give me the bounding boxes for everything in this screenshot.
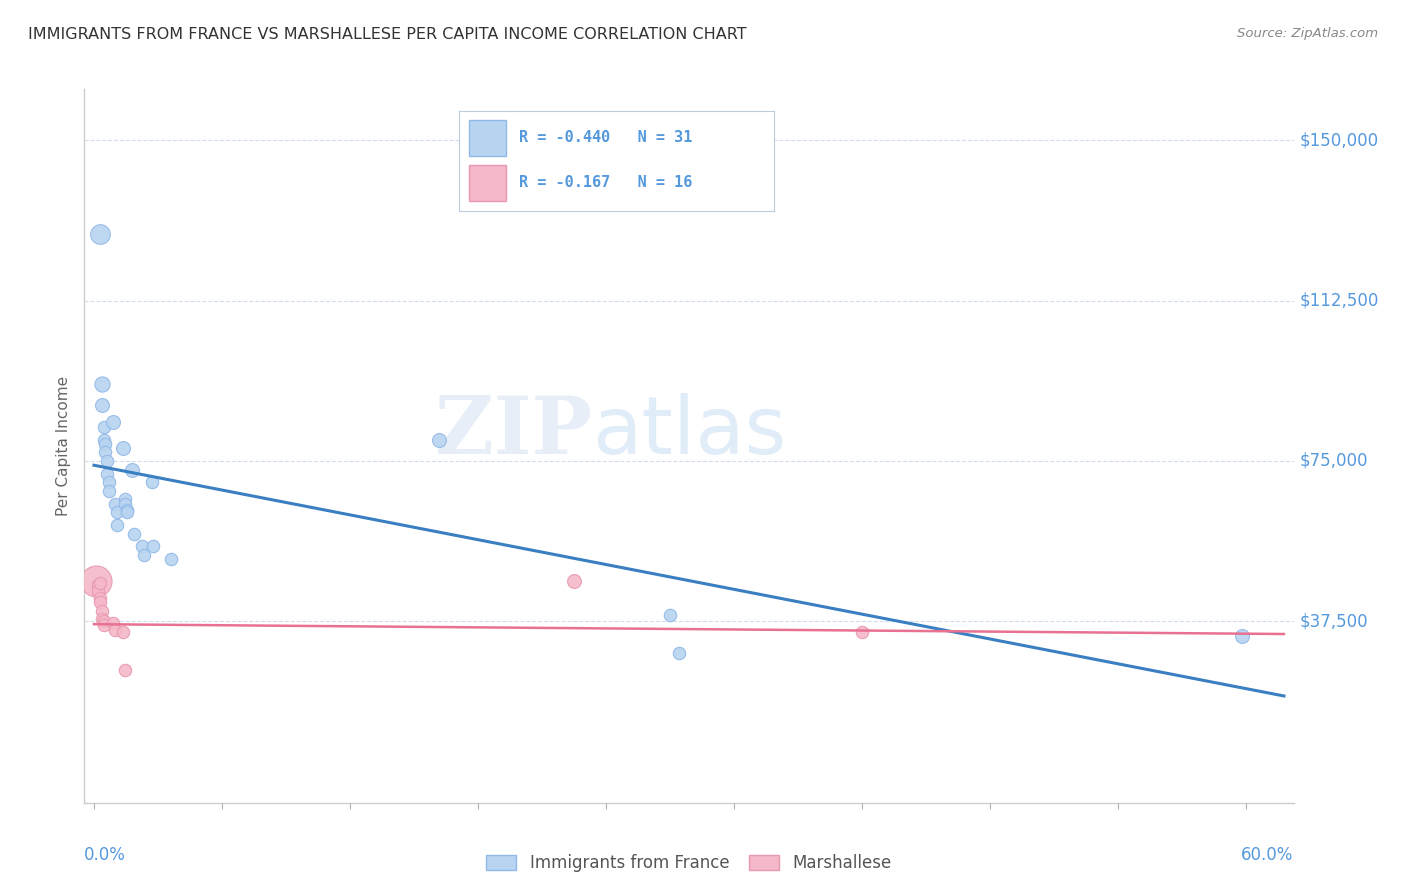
Point <box>89 591 111 605</box>
Point <box>96 454 118 468</box>
Text: $112,500: $112,500 <box>1299 292 1379 310</box>
Point <box>1230 629 1253 643</box>
Point <box>111 624 134 639</box>
Point <box>104 623 127 637</box>
Point <box>114 492 136 507</box>
Point <box>122 526 145 541</box>
Point <box>90 398 112 412</box>
Text: ZIP: ZIP <box>436 392 592 471</box>
Point <box>114 663 136 677</box>
Y-axis label: Per Capita Income: Per Capita Income <box>56 376 72 516</box>
Point <box>87 578 110 592</box>
Point <box>115 503 138 517</box>
Point <box>98 483 121 498</box>
Point <box>84 574 107 588</box>
Point <box>96 467 118 481</box>
Point <box>90 612 112 626</box>
Point <box>851 624 873 639</box>
Point <box>105 518 128 533</box>
Legend: Immigrants from France, Marshallese: Immigrants from France, Marshallese <box>478 846 900 880</box>
Point <box>89 227 111 242</box>
Point <box>131 540 153 554</box>
Point <box>93 614 115 628</box>
Point <box>658 607 681 622</box>
Point <box>89 575 111 590</box>
Text: atlas: atlas <box>592 392 786 471</box>
Point <box>114 497 136 511</box>
Text: $150,000: $150,000 <box>1299 131 1379 150</box>
Text: 0.0%: 0.0% <box>84 846 127 863</box>
Point <box>668 646 690 660</box>
Point <box>94 445 117 459</box>
Text: Source: ZipAtlas.com: Source: ZipAtlas.com <box>1237 27 1378 40</box>
Text: $75,000: $75,000 <box>1299 452 1368 470</box>
Point <box>93 419 115 434</box>
Text: 60.0%: 60.0% <box>1241 846 1294 863</box>
Point <box>132 548 155 562</box>
Point <box>94 437 117 451</box>
Point <box>93 618 115 632</box>
Point <box>105 505 128 519</box>
Point <box>111 441 134 455</box>
Point <box>562 574 585 588</box>
Point <box>89 595 111 609</box>
Point <box>101 416 124 430</box>
Point <box>429 433 451 447</box>
Point <box>98 475 121 490</box>
Text: $37,500: $37,500 <box>1299 612 1368 630</box>
Point <box>115 505 138 519</box>
Point <box>141 475 163 490</box>
Point <box>90 377 112 392</box>
Point <box>90 603 112 617</box>
Point <box>101 616 124 631</box>
Text: IMMIGRANTS FROM FRANCE VS MARSHALLESE PER CAPITA INCOME CORRELATION CHART: IMMIGRANTS FROM FRANCE VS MARSHALLESE PE… <box>28 27 747 42</box>
Point <box>142 540 165 554</box>
Point <box>159 552 181 566</box>
Point <box>104 497 127 511</box>
Point <box>121 462 143 476</box>
Point <box>87 584 110 599</box>
Point <box>93 433 115 447</box>
